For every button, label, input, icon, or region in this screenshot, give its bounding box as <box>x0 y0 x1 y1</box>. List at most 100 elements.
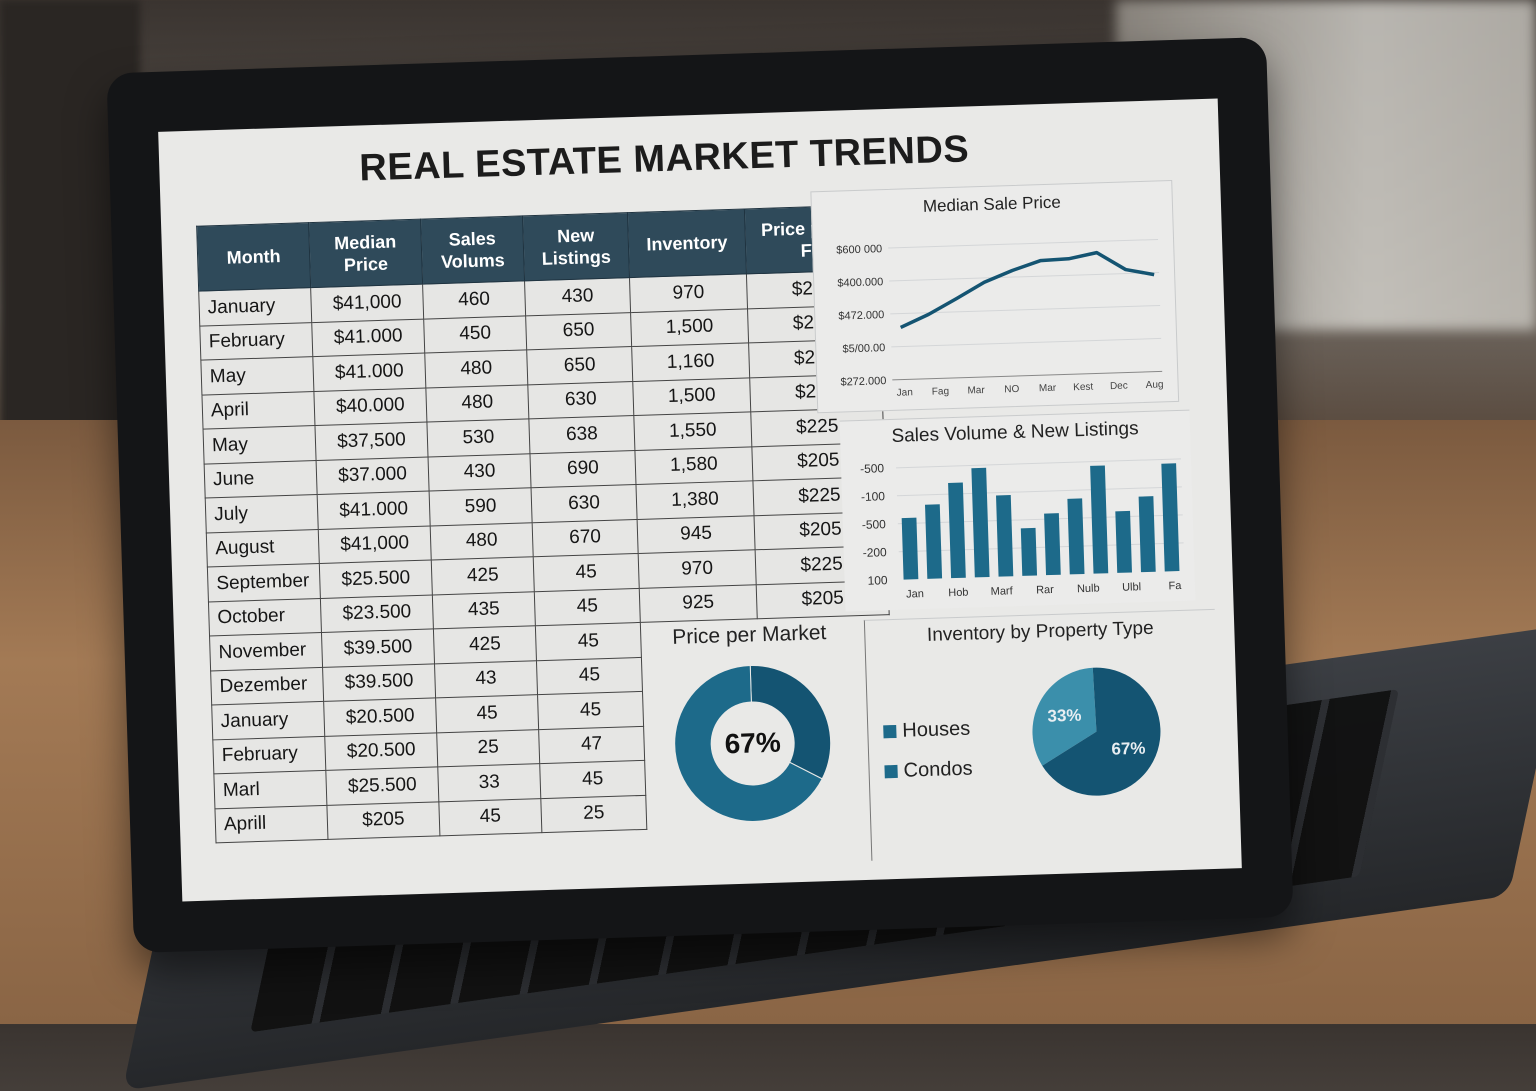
table-cell: May <box>201 357 314 395</box>
table-cell: $20.500 <box>325 732 438 770</box>
table-cell: August <box>206 529 319 567</box>
x-tick-label: Fa <box>1168 580 1182 592</box>
bar <box>996 495 1013 577</box>
table-cell: 430 <box>428 453 531 491</box>
bar <box>902 518 919 580</box>
table-cell: 47 <box>539 726 645 764</box>
x-tick-label: Mar <box>967 385 985 397</box>
table-cell: 970 <box>629 274 747 312</box>
table-cell: $39.500 <box>321 629 434 667</box>
table-cell: 670 <box>532 519 638 557</box>
table-cell: 945 <box>637 515 755 553</box>
table-cell: 25 <box>437 729 540 767</box>
table-cell: $41.000 <box>312 319 425 357</box>
table-cell: 45 <box>540 760 646 798</box>
sales-volume-panel: Sales Volume & New Listings 100-200-500-… <box>840 410 1196 612</box>
table-cell: $25.500 <box>326 767 439 805</box>
page-title: REAL ESTATE MARKET TRENDS <box>359 128 970 190</box>
median-sale-price-panel: Median Sale Price $272.000$5/00.00$472.0… <box>810 180 1179 413</box>
x-tick-label: Kest <box>1073 382 1094 394</box>
x-tick-label: Rar <box>1036 584 1054 597</box>
table-cell: 45 <box>436 695 539 733</box>
y-tick-label: -500 <box>862 517 887 532</box>
table-cell: 480 <box>426 384 529 422</box>
table-cell: January <box>212 701 325 739</box>
table-cell: 45 <box>535 622 641 660</box>
bar <box>1021 528 1037 576</box>
table-cell: 1,160 <box>632 343 750 381</box>
table-cell: $37.000 <box>316 457 429 495</box>
bar <box>925 504 942 579</box>
table-cell: 1,500 <box>633 377 751 415</box>
table-cell: 970 <box>638 550 756 588</box>
table-cell: $23.500 <box>320 594 433 632</box>
table-cell: 1,550 <box>634 412 752 450</box>
table-cell: $205 <box>327 801 440 839</box>
gridline <box>888 239 1158 247</box>
table-cell: July <box>205 495 318 533</box>
inventory-pie-chart: 33% 67% <box>1026 659 1170 803</box>
x-tick-label: Mar <box>1039 383 1057 395</box>
table-cell: 45 <box>533 553 639 591</box>
table-cell: 530 <box>427 419 530 457</box>
table-cell: 45 <box>538 691 644 729</box>
table-cell: 45 <box>439 798 542 836</box>
table-cell: 460 <box>423 281 526 319</box>
table-cell: Dezember <box>211 667 324 705</box>
column-header: Month <box>197 223 311 291</box>
gridline <box>889 272 1159 280</box>
table-cell: January <box>199 288 312 326</box>
x-tick-label: Aug <box>1146 379 1164 391</box>
column-header: Median Price <box>309 219 423 287</box>
gridline <box>892 371 1162 379</box>
y-tick-label: -100 <box>861 489 886 504</box>
table-cell: $39.500 <box>323 663 436 701</box>
y-tick-label: $400.000 <box>837 276 883 289</box>
table-cell: February <box>200 322 313 360</box>
legend-swatch <box>884 765 897 778</box>
table-cell: Aprill <box>215 805 328 843</box>
median-price-line-chart: $272.000$5/00.00$472.000$400.000$600 000… <box>811 181 1178 412</box>
table-cell: $41,000 <box>311 284 424 322</box>
median-price-line <box>899 251 1156 328</box>
price-per-market-panel: Price per Market 67% <box>649 620 856 866</box>
table-cell: 690 <box>530 450 636 488</box>
table-cell: February <box>213 736 326 774</box>
y-tick-label: $600 000 <box>836 243 882 256</box>
table-cell: 925 <box>639 584 757 622</box>
x-tick-label: Jan <box>897 387 913 399</box>
gridline <box>891 338 1161 346</box>
column-header: Sales Volums <box>421 216 525 284</box>
column-header: New Listings <box>522 213 629 281</box>
pie-slice-label: 67% <box>1111 739 1146 759</box>
table-cell: May <box>203 426 316 464</box>
table-cell: 1,500 <box>631 308 749 346</box>
x-tick-label: Fag <box>932 386 950 398</box>
table-cell: September <box>207 563 320 601</box>
table-cell: 45 <box>536 657 642 695</box>
table-cell: 435 <box>432 591 535 629</box>
table-cell: 45 <box>534 588 640 626</box>
pie-slice-label: 33% <box>1047 706 1082 726</box>
bar <box>1067 498 1084 574</box>
table-cell: $37,500 <box>315 422 428 460</box>
table-cell: 480 <box>425 350 528 388</box>
table-cell: $41,000 <box>318 525 431 563</box>
y-tick-label: 100 <box>867 573 888 588</box>
table-cell: April <box>202 391 315 429</box>
table-cell: November <box>210 632 323 670</box>
table-cell: 25 <box>541 795 647 833</box>
x-tick-label: Nulb <box>1077 582 1100 595</box>
table-cell: 1,580 <box>635 446 753 484</box>
legend-houses: Houses <box>883 718 970 744</box>
x-tick-label: NO <box>1004 384 1020 395</box>
table-cell: 33 <box>438 764 541 802</box>
x-tick-label: Hob <box>948 587 969 600</box>
table-cell: 590 <box>429 488 532 526</box>
x-tick-label: Dec <box>1110 381 1128 393</box>
y-tick-label: $5/00.00 <box>842 342 885 355</box>
x-tick-label: Jan <box>906 588 924 601</box>
bar <box>971 468 989 578</box>
